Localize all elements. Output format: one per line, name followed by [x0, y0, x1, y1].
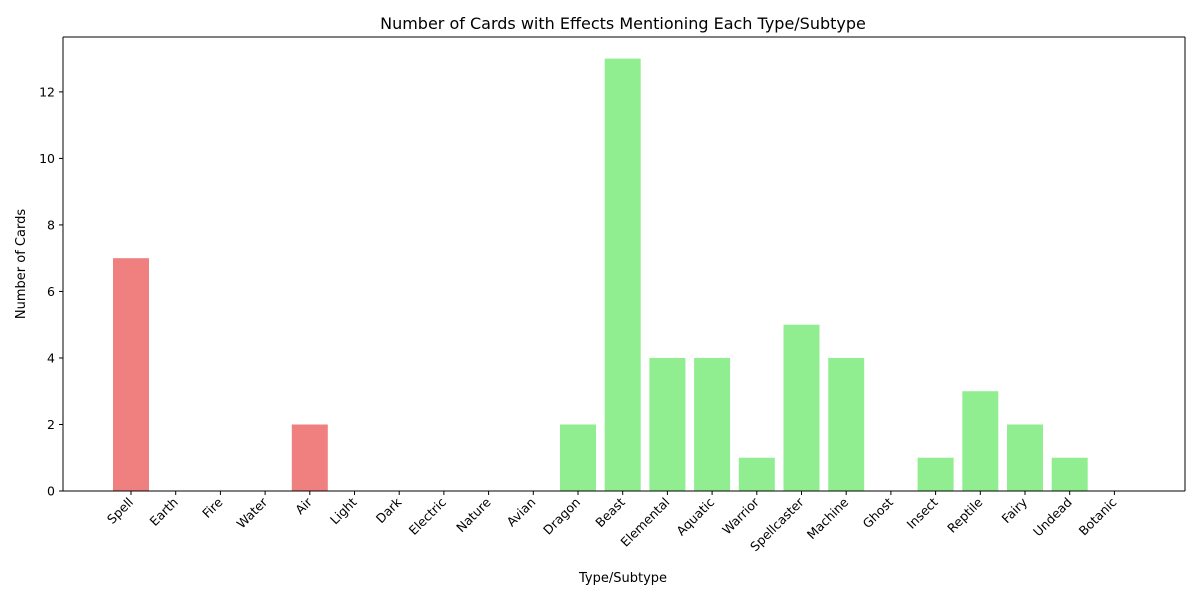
y-tick-label: 12	[39, 84, 55, 99]
bar-elemental	[649, 357, 686, 491]
x-tick-label-fairy: Fairy	[999, 494, 1031, 526]
bar-undead	[1051, 457, 1088, 491]
bar-spellcaster	[783, 324, 820, 491]
bar-air	[291, 424, 328, 491]
chart-title: Number of Cards with Effects Mentioning …	[380, 14, 866, 33]
bar-fairy	[1007, 424, 1043, 491]
x-tick-label-dragon: Dragon	[540, 495, 583, 538]
y-axis-label: Number of Cards	[14, 209, 29, 319]
x-tick-label-elemental: Elemental	[617, 495, 672, 550]
x-tick-label-insect: Insect	[904, 494, 941, 531]
y-tick-label: 8	[47, 217, 55, 232]
x-tick-label-undead: Undead	[1030, 495, 1075, 540]
y-tick-label: 0	[47, 484, 55, 499]
x-tick-label-botanic: Botanic	[1076, 494, 1120, 538]
x-tick-label-fire: Fire	[199, 494, 226, 521]
bar-aquatic	[694, 357, 731, 491]
bar-spell	[113, 258, 149, 491]
bar-reptile	[962, 391, 999, 491]
x-tick-label-water: Water	[233, 494, 270, 531]
bar-insect	[917, 457, 954, 491]
y-tick-label: 2	[47, 417, 55, 432]
x-tick-label-dark: Dark	[373, 494, 405, 526]
bar-machine	[828, 357, 865, 491]
x-tick-label-nature: Nature	[453, 494, 494, 535]
x-tick-label-spell: Spell	[104, 495, 136, 527]
y-tick-label: 6	[47, 284, 55, 299]
x-tick-label-light: Light	[327, 494, 360, 527]
x-tick-label-ghost: Ghost	[859, 494, 896, 531]
y-tick-label: 4	[47, 350, 55, 365]
bar-dragon	[560, 424, 596, 491]
bar-beast	[604, 58, 641, 492]
plot-area: 0 2 4 6 8 10 12 Spell Earth Fire Water Air Light Dark…	[39, 36, 1186, 554]
x-tick-label-aquatic: Aquatic	[673, 494, 717, 538]
x-tick-label-machine: Machine	[804, 494, 852, 542]
x-tick-label-avian: Avian	[504, 495, 539, 530]
x-tick-label-reptile: Reptile	[944, 494, 985, 535]
x-tick-label-beast: Beast	[592, 494, 628, 530]
x-tick-label-air: Air	[292, 494, 315, 517]
x-tick-label-warrior: Warrior	[719, 494, 762, 537]
x-tick-label-earth: Earth	[147, 495, 181, 529]
x-axis-label: Type/Subtype	[578, 571, 667, 586]
y-tick-label: 10	[39, 151, 55, 166]
bar-warrior	[738, 457, 775, 491]
x-tick-label-electric: Electric	[406, 494, 449, 537]
